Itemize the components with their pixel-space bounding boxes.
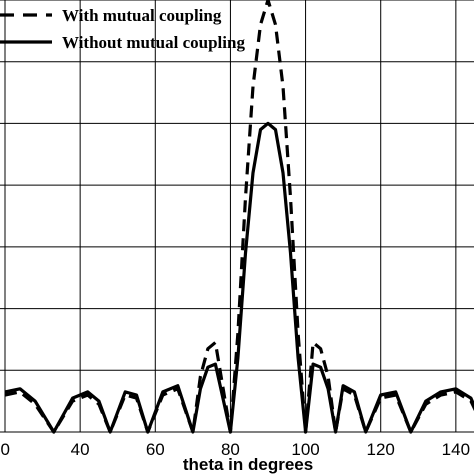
x-axis-label: theta in degrees xyxy=(183,455,313,474)
series-line-without-coupling xyxy=(4,121,474,434)
x-tick-label-40: 40 xyxy=(71,440,90,459)
x-tick-label-60: 60 xyxy=(146,440,165,459)
legend-label-with-coupling: With mutual coupling xyxy=(62,6,222,25)
legend: With mutual coupling Without mutual coupl… xyxy=(0,6,245,52)
x-tick-labels: 20 40 60 80 100 120 140 xyxy=(0,440,470,459)
x-tick-label-120: 120 xyxy=(367,440,395,459)
grid xyxy=(0,0,474,433)
x-tick-label-80: 80 xyxy=(221,440,240,459)
x-tick-label-100: 100 xyxy=(291,440,319,459)
series-group xyxy=(4,0,474,434)
x-tick-label-20: 20 xyxy=(0,440,10,459)
series-line-with-coupling xyxy=(4,0,474,434)
x-tick-label-140: 140 xyxy=(442,440,470,459)
legend-label-without-coupling: Without mutual coupling xyxy=(62,33,245,52)
